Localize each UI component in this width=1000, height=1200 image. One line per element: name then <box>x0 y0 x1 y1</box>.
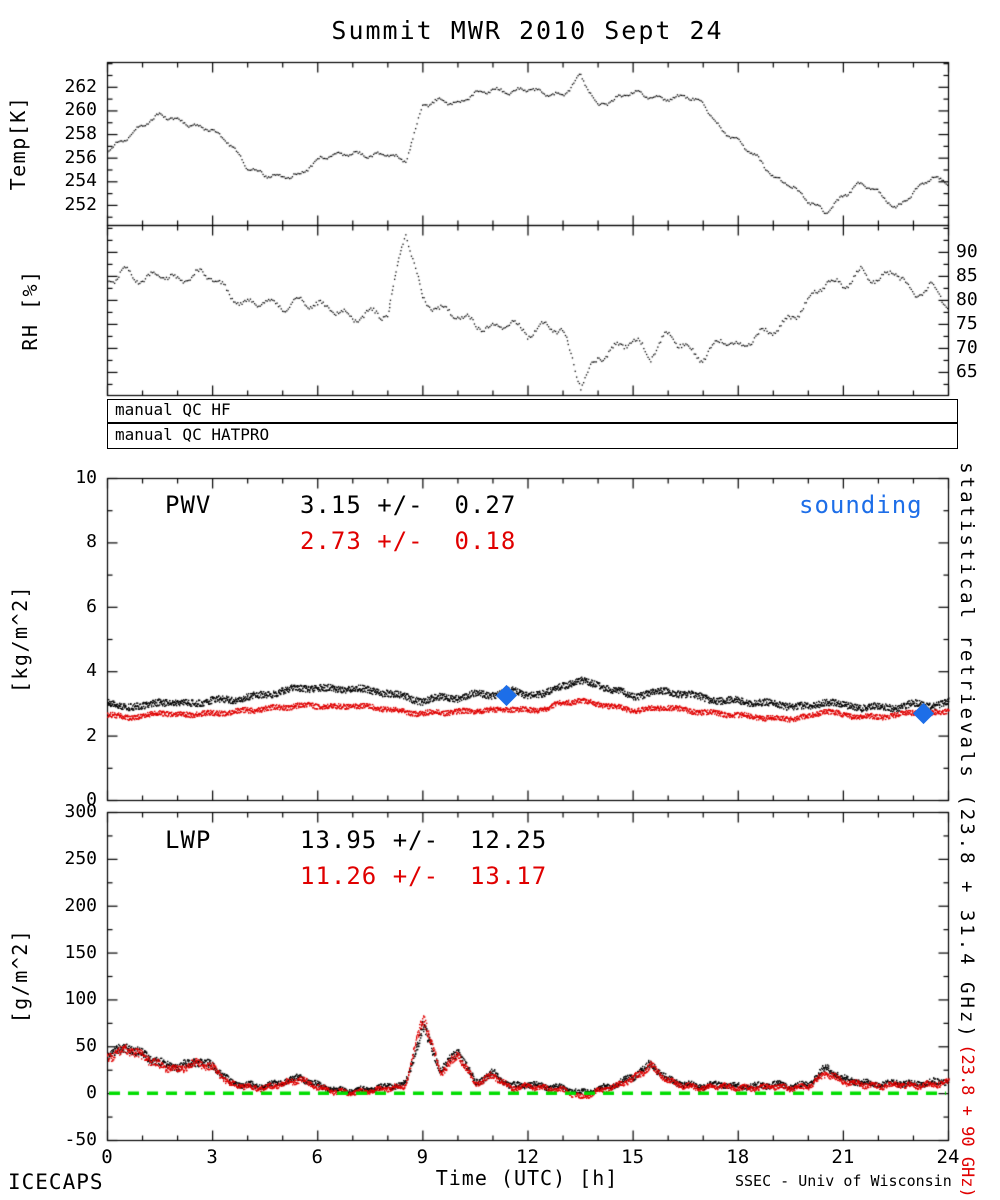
temp-y-axis-label: Temp[K] <box>6 95 30 191</box>
pwv-stats-black: 3.15 +/- 0.27 <box>300 491 517 519</box>
x-tick-label: 3 <box>206 1146 218 1168</box>
x-tick-label: 21 <box>831 1146 855 1168</box>
pwv-ytick-label: 4 <box>86 660 97 682</box>
rh-ytick-label: 70 <box>956 336 978 358</box>
pwv-y-axis-label: [kg/m^2] <box>8 584 32 694</box>
temp-ytick-label: 262 <box>64 75 97 97</box>
pwv-stats-red: 2.73 +/- 0.18 <box>300 527 517 555</box>
rh-ytick-label: 65 <box>956 360 978 382</box>
lwp-ytick-label: 250 <box>64 847 97 869</box>
rh-ytick-label: 90 <box>956 240 978 262</box>
lwp-ytick-label: 0 <box>86 1082 97 1104</box>
x-tick-label: 6 <box>311 1146 323 1168</box>
pwv-ytick-label: 8 <box>86 531 97 553</box>
rh-ytick-label: 75 <box>956 312 978 334</box>
temp-ytick-label: 258 <box>64 123 97 145</box>
lwp-y-axis-label: [g/m^2] <box>8 928 32 1024</box>
rh-ytick-label: 80 <box>956 288 978 310</box>
right-annotation-black: statistical retrievals (23.8 + 31.4 GHz) <box>956 462 978 1040</box>
temp-ytick-label: 254 <box>64 170 97 192</box>
qc-hf-label: manual QC HF <box>115 400 231 419</box>
footer-credit-label: SSEC - Univ of Wisconsin <box>735 1172 952 1190</box>
qc-strip-hf: manual QC HF <box>107 399 958 423</box>
right-annotation-red: (23.8 + 90 GHz) <box>957 1044 977 1198</box>
qc-hatpro-label: manual QC HATPRO <box>115 425 270 444</box>
page-title: Summit MWR 2010 Sept 24 <box>331 16 724 45</box>
x-tick-label: 0 <box>101 1146 113 1168</box>
lwp-panel-label: LWP <box>165 826 212 854</box>
lwp-ytick-label: 50 <box>75 1035 97 1057</box>
x-tick-label: 9 <box>416 1146 429 1168</box>
rh-ytick-label: 85 <box>956 264 978 286</box>
temp-ytick-label: 252 <box>64 193 97 215</box>
temp-ytick-label: 260 <box>64 99 97 121</box>
pwv-ytick-label: 0 <box>86 789 97 810</box>
x-axis-label: Time (UTC) [h] <box>435 1166 619 1190</box>
pwv-panel-label: PWV <box>165 491 212 519</box>
lwp-ytick-label: 100 <box>64 988 97 1010</box>
qc-strip-hatpro: manual QC HATPRO <box>107 423 958 449</box>
lwp-ytick-label: 150 <box>64 941 97 963</box>
pwv-ytick-label: 10 <box>75 467 97 488</box>
sounding-legend-label: sounding <box>799 491 923 519</box>
lwp-ytick-label: 200 <box>64 894 97 916</box>
lwp-ytick-label: 300 <box>64 801 97 822</box>
temp-ytick-label: 256 <box>64 146 97 168</box>
lwp-ytick-label: -50 <box>64 1129 97 1150</box>
x-tick-label: 12 <box>516 1146 539 1168</box>
lwp-stats-black: 13.95 +/- 12.25 <box>300 826 548 854</box>
pwv-ytick-label: 6 <box>86 595 97 617</box>
x-tick-label: 24 <box>936 1146 960 1168</box>
lwp-stats-red: 11.26 +/- 13.17 <box>300 862 548 890</box>
x-tick-label: 15 <box>621 1146 645 1168</box>
pwv-ytick-label: 2 <box>86 724 97 746</box>
footer-project-label: ICECAPS <box>8 1170 104 1194</box>
x-tick-label: 18 <box>726 1146 750 1168</box>
rh-y-axis-label: RH [%] <box>18 269 42 351</box>
